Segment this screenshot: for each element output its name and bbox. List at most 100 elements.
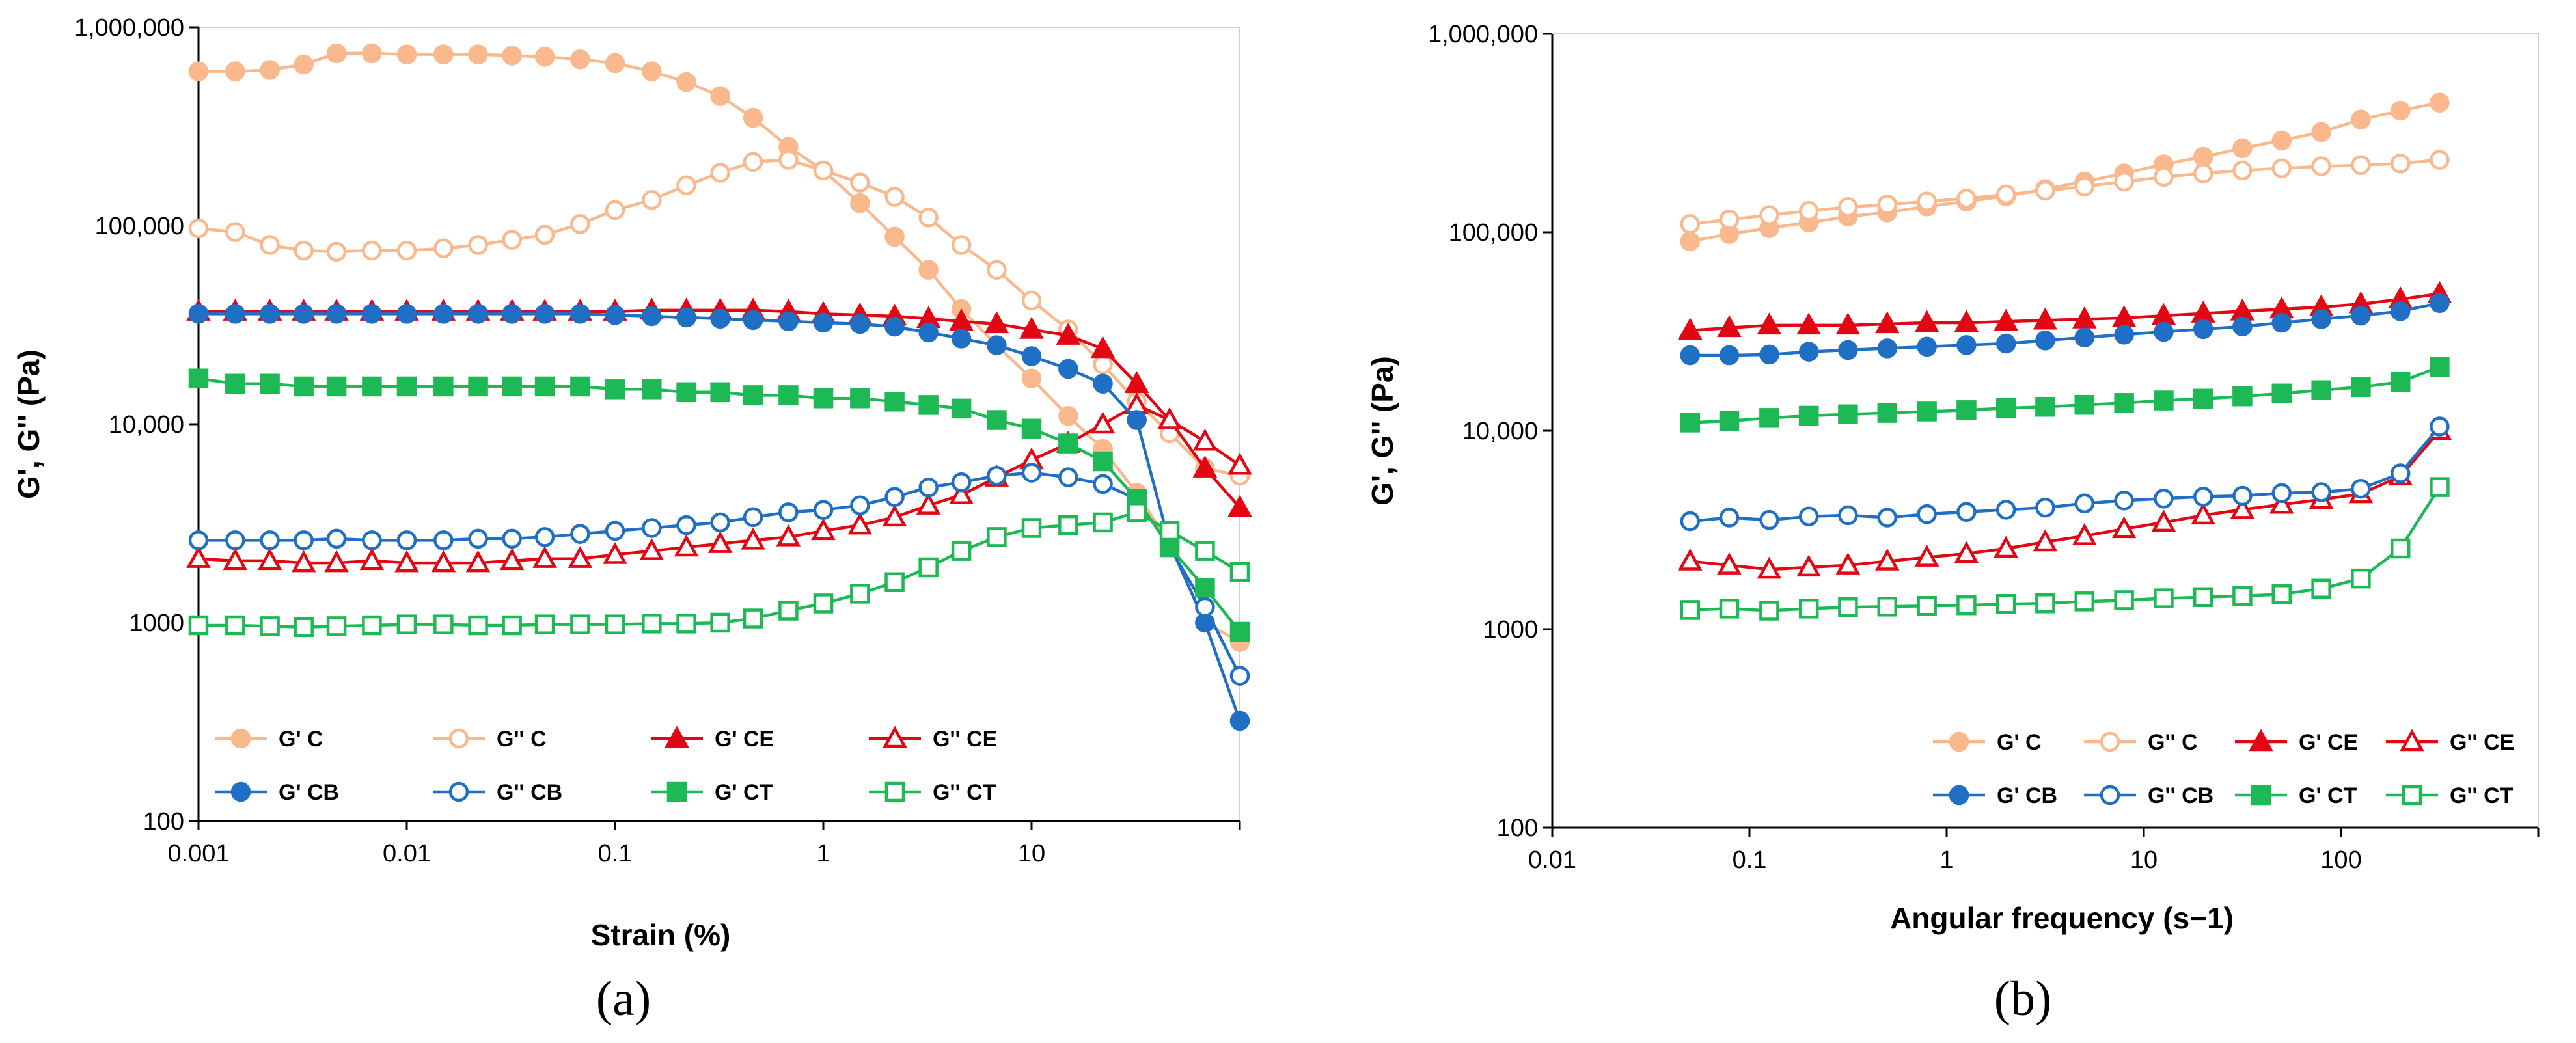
data-point: [1192, 455, 1218, 478]
data-point: [188, 368, 209, 388]
data-point: [642, 189, 662, 210]
data-point: [1717, 315, 1742, 338]
data-point: [1093, 354, 1113, 375]
data-point: [396, 44, 417, 64]
data-point: [468, 528, 488, 549]
data-point: [813, 312, 834, 333]
data-point: [884, 316, 905, 337]
data-point: [2151, 509, 2176, 532]
legend-item-gprime-cb: G' CB: [215, 780, 339, 805]
data-point: [1021, 418, 1042, 439]
data-point: [433, 238, 454, 258]
data-point: [710, 512, 730, 533]
x-axis-label: Angular frequency (s−1): [1890, 901, 2234, 935]
data-point: [743, 152, 763, 172]
data-point: [2193, 487, 2213, 507]
data-point: [639, 538, 665, 560]
legend-item-gprime-c: G' C: [215, 727, 323, 752]
data-point: [2035, 497, 2055, 518]
data-point: [1875, 311, 1900, 334]
data-point: [1917, 336, 1937, 357]
data-point: [1195, 597, 1215, 617]
data-point: [2351, 305, 2371, 326]
data-point: [433, 530, 454, 550]
data-point: [433, 304, 454, 324]
y-tick-label: 10,000: [109, 411, 184, 439]
data-point: [2154, 489, 2174, 509]
legend-marker: [448, 728, 469, 749]
data-point: [1759, 205, 1779, 225]
data-point: [1717, 552, 1742, 575]
data-point: [534, 527, 555, 547]
legend-marker: [2402, 785, 2422, 806]
legend-item-gdprime-c: G'' C: [433, 727, 547, 752]
data-point: [1995, 500, 2016, 520]
data-point: [396, 240, 417, 261]
y-tick-label: 100,000: [1449, 219, 1538, 247]
data-point: [1954, 310, 1979, 332]
data-point: [1227, 494, 1252, 517]
series-gdprime-ct: [1680, 477, 2450, 621]
data-point: [1719, 345, 1740, 366]
data-point: [1759, 601, 1779, 621]
data-point: [326, 43, 347, 64]
data-point: [1021, 290, 1042, 311]
data-point: [710, 163, 730, 183]
data-point: [951, 541, 972, 561]
data-point: [743, 107, 763, 128]
data-point: [2390, 463, 2411, 483]
series-line: [199, 51, 1241, 643]
data-point: [1093, 373, 1113, 394]
data-point: [1093, 474, 1113, 494]
legend-label: G' CE: [2299, 730, 2358, 755]
data-point: [1838, 597, 1858, 617]
data-point: [534, 376, 555, 397]
legend-marker: [230, 728, 251, 749]
data-point: [987, 335, 1007, 355]
data-point: [642, 306, 662, 327]
series-gdprime-ce: [1678, 418, 2452, 579]
legend-marker: [665, 725, 689, 748]
data-point: [260, 235, 280, 255]
data-point: [362, 240, 382, 261]
legend-item-gdprime-ce: G'' CE: [869, 725, 997, 752]
series-gprime-cb: [188, 304, 1250, 731]
data-point: [951, 398, 972, 419]
data-point: [291, 550, 316, 573]
data-point: [294, 376, 314, 397]
data-point: [1757, 312, 1782, 335]
data-point: [1058, 515, 1078, 535]
data-point: [850, 388, 870, 409]
data-point: [1759, 509, 1779, 530]
data-point: [2035, 180, 2055, 201]
data-point: [2193, 587, 2213, 608]
data-point: [1719, 508, 1740, 528]
data-point: [1090, 411, 1116, 434]
y-tick-label: 100: [143, 808, 184, 835]
data-point: [396, 614, 417, 634]
legend-marker: [2100, 785, 2120, 806]
data-point: [534, 304, 555, 324]
data-point: [1021, 463, 1042, 483]
data-point: [850, 193, 870, 213]
legend-label: G'' C: [497, 727, 547, 752]
data-point: [2390, 372, 2411, 392]
series-line: [199, 471, 1242, 677]
data-point: [294, 304, 314, 324]
data-point: [1157, 407, 1182, 429]
data-point: [676, 307, 696, 328]
data-point: [850, 314, 870, 334]
legend-item-gdprime-c: G'' C: [2084, 730, 2198, 755]
legend-marker: [448, 781, 469, 802]
y-tick-label: 1000: [1483, 616, 1538, 643]
data-point: [778, 311, 799, 332]
y-axis-label: G', G'' (Pa): [1365, 356, 1399, 506]
data-point: [1877, 338, 1898, 359]
data-point: [1995, 398, 2016, 418]
data-point: [1838, 196, 1858, 217]
legend-item-gdprime-cb: G'' CB: [433, 780, 562, 805]
data-point: [260, 60, 280, 80]
data-point: [534, 614, 555, 634]
data-point: [1056, 323, 1081, 345]
legend-label: G' CT: [2299, 783, 2357, 808]
